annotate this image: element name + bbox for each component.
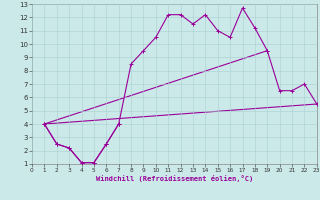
X-axis label: Windchill (Refroidissement éolien,°C): Windchill (Refroidissement éolien,°C) (96, 175, 253, 182)
